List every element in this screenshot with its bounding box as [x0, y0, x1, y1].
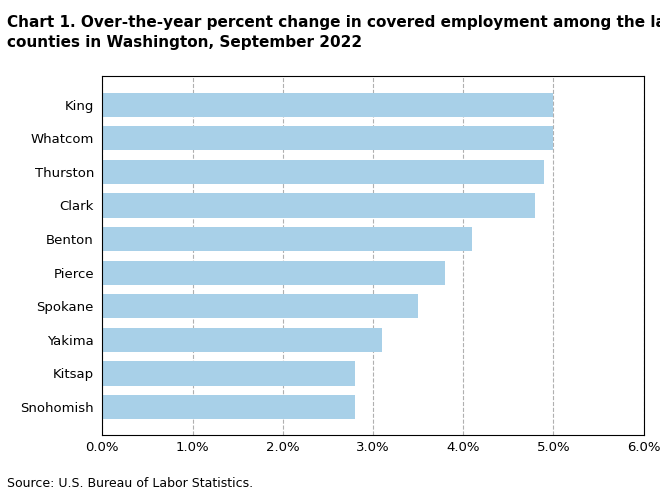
Bar [102, 160, 544, 184]
Bar [102, 227, 472, 251]
Text: Chart 1. Over-the-year percent change in covered employment among the largest
co: Chart 1. Over-the-year percent change in… [7, 15, 660, 50]
Bar [102, 361, 355, 386]
Bar [102, 294, 418, 318]
Bar [102, 328, 382, 352]
Text: Source: U.S. Bureau of Labor Statistics.: Source: U.S. Bureau of Labor Statistics. [7, 477, 253, 490]
Bar [102, 126, 553, 151]
Bar [102, 193, 535, 217]
Bar [102, 92, 553, 117]
Bar [102, 395, 355, 419]
Bar [102, 261, 445, 285]
